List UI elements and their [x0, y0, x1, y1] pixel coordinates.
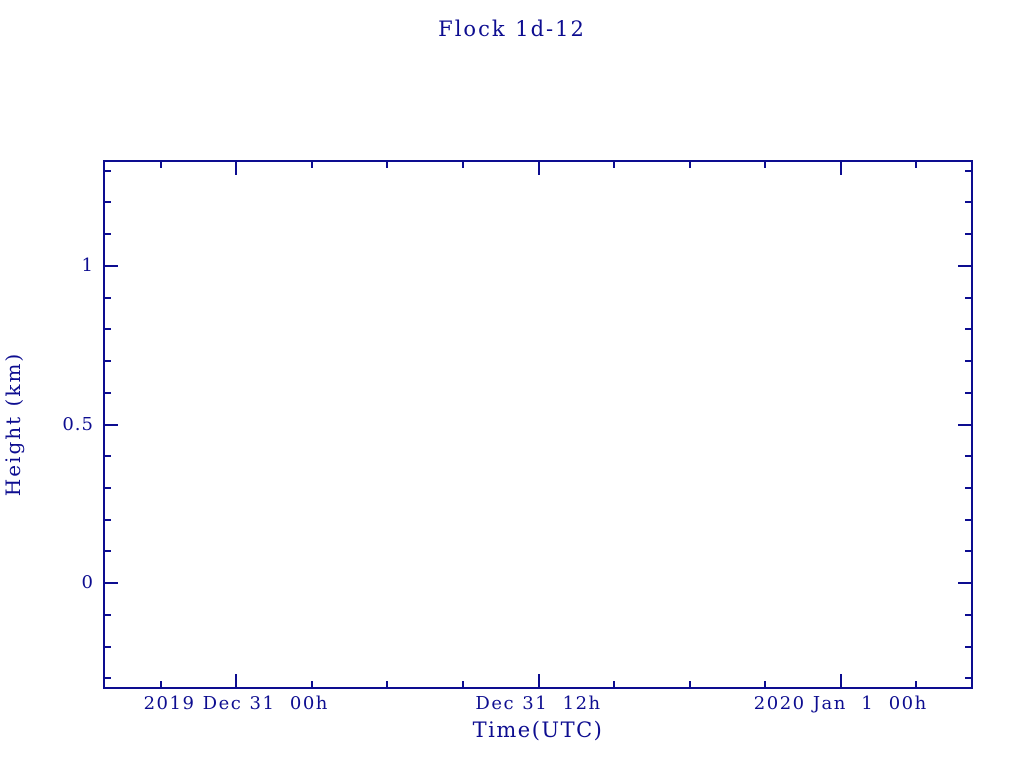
- y-major-tick: [105, 265, 118, 267]
- y-minor-tick: [105, 201, 111, 203]
- y-minor-tick: [105, 233, 111, 235]
- y-minor-tick: [965, 677, 971, 679]
- y-minor-tick: [105, 328, 111, 330]
- y-tick-label: 0.5: [62, 413, 94, 435]
- x-major-tick: [235, 162, 237, 175]
- y-tick-label: 0: [81, 572, 94, 594]
- x-minor-tick: [160, 681, 162, 687]
- y-minor-tick: [105, 170, 111, 172]
- y-tick-label: 1: [81, 254, 94, 276]
- y-minor-tick: [105, 677, 111, 679]
- x-minor-tick: [613, 681, 615, 687]
- y-minor-tick: [105, 297, 111, 299]
- x-minor-tick: [915, 681, 917, 687]
- chart-title: Flock 1d-12: [438, 17, 586, 41]
- x-minor-tick: [386, 681, 388, 687]
- y-minor-tick: [105, 550, 111, 552]
- y-minor-tick: [965, 519, 971, 521]
- y-minor-tick: [105, 392, 111, 394]
- y-minor-tick: [965, 487, 971, 489]
- y-minor-tick: [105, 360, 111, 362]
- x-major-tick: [840, 674, 842, 687]
- y-minor-tick: [965, 360, 971, 362]
- x-minor-tick: [386, 162, 388, 168]
- x-tick-label: Dec 31 12h: [475, 693, 602, 714]
- y-minor-tick: [105, 519, 111, 521]
- x-major-tick: [840, 162, 842, 175]
- y-minor-tick: [965, 328, 971, 330]
- x-tick-label: 2020 Jan 1 00h: [753, 693, 928, 714]
- x-minor-tick: [764, 681, 766, 687]
- x-minor-tick: [160, 162, 162, 168]
- x-minor-tick: [311, 681, 313, 687]
- y-minor-tick: [965, 392, 971, 394]
- x-axis-title: Time(UTC): [472, 718, 604, 742]
- y-minor-tick: [965, 455, 971, 457]
- x-minor-tick: [764, 162, 766, 168]
- x-minor-tick: [462, 681, 464, 687]
- x-major-tick: [538, 162, 540, 175]
- y-minor-tick: [965, 170, 971, 172]
- x-minor-tick: [462, 162, 464, 168]
- x-major-tick: [235, 674, 237, 687]
- y-minor-tick: [965, 201, 971, 203]
- y-minor-tick: [965, 297, 971, 299]
- y-minor-tick: [105, 487, 111, 489]
- x-major-tick: [538, 674, 540, 687]
- y-minor-tick: [965, 550, 971, 552]
- y-major-tick: [105, 424, 118, 426]
- x-minor-tick: [689, 681, 691, 687]
- x-tick-label: 2019 Dec 31 00h: [143, 693, 329, 714]
- y-major-tick: [958, 424, 971, 426]
- y-major-tick: [958, 582, 971, 584]
- x-minor-tick: [613, 162, 615, 168]
- y-minor-tick: [105, 455, 111, 457]
- y-minor-tick: [105, 646, 111, 648]
- y-axis-title: Height (km): [1, 351, 25, 497]
- y-minor-tick: [965, 233, 971, 235]
- y-major-tick: [958, 265, 971, 267]
- y-major-tick: [105, 582, 118, 584]
- x-minor-tick: [689, 162, 691, 168]
- y-minor-tick: [965, 646, 971, 648]
- x-minor-tick: [311, 162, 313, 168]
- y-minor-tick: [105, 614, 111, 616]
- x-minor-tick: [915, 162, 917, 168]
- y-minor-tick: [965, 614, 971, 616]
- plot-frame: [103, 160, 973, 689]
